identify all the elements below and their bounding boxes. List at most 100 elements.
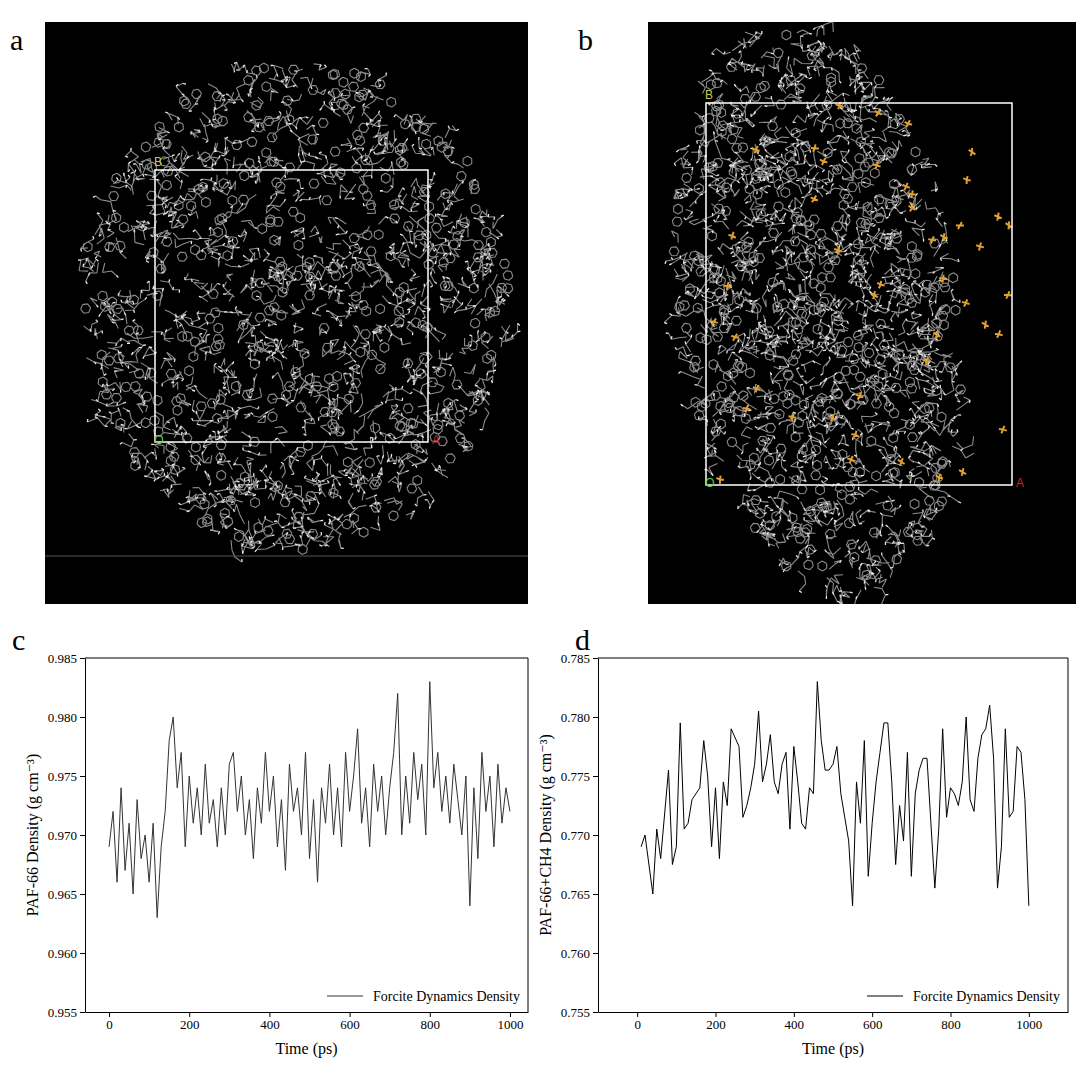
x-axis-line	[599, 1012, 1069, 1013]
y-tick-mark	[80, 953, 85, 954]
legend-label: Forcite Dynamics Density	[913, 989, 1060, 1004]
x-tick: 600	[340, 1012, 360, 1032]
x-tick: 0	[634, 1012, 641, 1032]
y-tick: 0.965	[48, 887, 85, 902]
legend-swatch	[867, 996, 903, 997]
y-tick-mark	[80, 776, 85, 777]
x-tick: 400	[785, 1012, 805, 1032]
line-chart: 0 200 400 600 800 1000 0.755 0.760 0.765 0.770 0.7…	[537, 651, 1069, 1058]
image-edge-line	[45, 556, 528, 557]
y-tick-mark	[593, 953, 598, 954]
panel-letter: b	[578, 23, 593, 56]
y-tick-mark	[593, 717, 598, 718]
legend-swatch	[327, 996, 363, 997]
y-tick: 0.980	[48, 710, 85, 725]
legend-label: Forcite Dynamics Density	[373, 989, 520, 1004]
y-tick: 0.975	[48, 769, 85, 784]
line-chart: 020040060080010000.9550.9600.9650.9700.9…	[24, 651, 529, 1058]
image-panel: O A B	[45, 22, 528, 604]
cell-box	[155, 170, 428, 442]
y-tick: 0.765	[561, 887, 598, 902]
y-tick-label: 0.970	[48, 828, 77, 843]
y-tick: 0.780	[561, 710, 598, 725]
cell-axis-label: A	[1016, 476, 1024, 490]
y-tick-mark	[593, 658, 598, 659]
plot-area	[641, 682, 1029, 906]
x-tick: 200	[706, 1012, 726, 1032]
molecule-bonds	[79, 62, 518, 562]
y-tick-label: 0.770	[561, 828, 590, 843]
y-axis: 0.955 0.960 0.965 0.970 0.975 0.980 0.985	[48, 651, 86, 1020]
plot-frame	[85, 658, 528, 1012]
data-line	[109, 682, 510, 918]
plot-area	[109, 682, 510, 918]
y-axis-title: PAF-66+CH4 Density (g cm⁻³)	[537, 734, 555, 936]
x-tick-label: 1000	[1016, 1017, 1042, 1032]
x-tick-label: 600	[863, 1017, 883, 1032]
x-tick-label: 0	[106, 1017, 113, 1032]
y-axis: 0.7550.7600.7650.7700.7750.7800.785	[561, 651, 599, 1020]
x-tick-label: 200	[180, 1017, 200, 1032]
y-tick-label: 0.755	[561, 1005, 590, 1020]
render-area	[45, 62, 528, 562]
molecule-hydrogens	[664, 22, 970, 604]
y-tick-label: 0.780	[561, 710, 590, 725]
render-area	[664, 22, 1012, 604]
y-tick-mark	[593, 894, 598, 895]
cell-axis-label: B	[705, 88, 713, 102]
y-tick-mark	[80, 717, 85, 718]
y-tick: 0.970	[48, 828, 85, 843]
legend-item: Forcite Dynamics Density	[327, 989, 520, 1004]
image-background	[45, 22, 528, 604]
y-tick-mark	[593, 776, 598, 777]
cell-box	[706, 103, 1012, 485]
y-tick: 0.960	[48, 946, 85, 961]
x-tick: 0	[106, 1012, 113, 1032]
image-panel: O A B	[648, 19, 1076, 617]
panel-letter: c	[12, 623, 25, 656]
y-tick-label: 0.760	[561, 946, 590, 961]
y-tick-label: 0.975	[48, 769, 77, 784]
x-tick-label: 200	[706, 1017, 726, 1032]
plot-frame	[598, 658, 1068, 1012]
x-tick-label: 800	[421, 1017, 441, 1032]
x-tick-label: 400	[785, 1017, 805, 1032]
y-tick-label: 0.960	[48, 946, 77, 961]
y-tick-mark	[80, 835, 85, 836]
panel-letter: d	[575, 623, 590, 656]
figure: O A Ba O A Bb 0 200 400 600 800 1000 0.955 0.960 0.965…	[0, 0, 1083, 1068]
y-tick-label: 0.775	[561, 769, 590, 784]
y-tick-label: 0.965	[48, 887, 77, 902]
y-tick-mark	[593, 835, 598, 836]
x-axis-line	[86, 1012, 529, 1013]
y-tick-mark	[593, 1012, 598, 1013]
x-axis: 0 200 400 600 800 1000	[599, 1012, 1069, 1032]
y-axis-line	[85, 659, 86, 1013]
y-tick: 0.955	[48, 1005, 85, 1020]
cell-axis-label: A	[432, 433, 440, 447]
panel-letter: a	[10, 23, 23, 56]
x-axis-title: Time (ps)	[802, 1040, 864, 1058]
y-tick: 0.775	[561, 769, 598, 784]
y-tick-label: 0.955	[48, 1005, 77, 1020]
cell-axis-label: O	[154, 433, 163, 447]
cell-axis-label: B	[154, 155, 162, 169]
x-tick-label: 800	[941, 1017, 961, 1032]
x-tick: 800	[421, 1012, 441, 1032]
y-tick: 0.770	[561, 828, 598, 843]
legend-item: Forcite Dynamics Density	[867, 989, 1060, 1004]
x-axis-title: Time (ps)	[275, 1040, 337, 1058]
molecule-bonds	[664, 22, 974, 604]
x-tick: 200	[180, 1012, 200, 1032]
y-tick-label: 0.985	[48, 651, 77, 666]
x-tick-label: 400	[260, 1017, 280, 1032]
molecule-hydrogens	[78, 62, 520, 562]
y-axis-line	[598, 659, 599, 1013]
y-tick: 0.760	[561, 946, 598, 961]
y-tick-mark	[80, 658, 85, 659]
cell-axis-label: O	[705, 476, 714, 490]
x-tick: 400	[260, 1012, 280, 1032]
x-tick: 1000	[497, 1012, 523, 1032]
y-tick-mark	[80, 1012, 85, 1013]
y-tick-label: 0.765	[561, 887, 590, 902]
